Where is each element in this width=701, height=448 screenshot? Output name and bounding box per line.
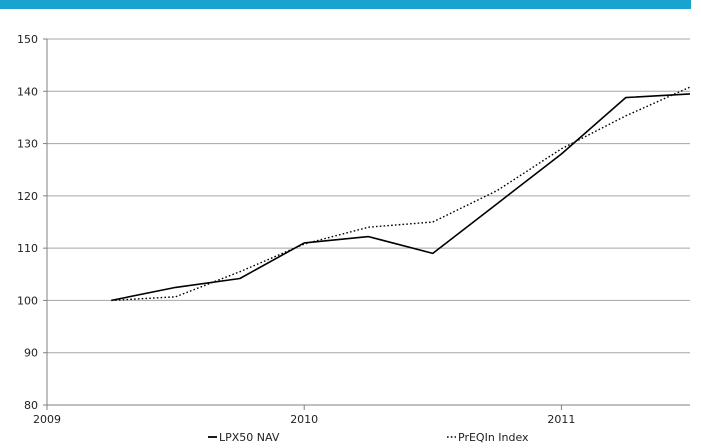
legend-label-1: PrEQIn Index: [458, 431, 529, 444]
y-tick-label-90: 90: [24, 347, 38, 360]
x-tick-label-2010: 2010: [290, 413, 318, 426]
y-axis-ticks: 80 90 100 110 120 130 140 150: [17, 33, 47, 412]
legend: LPX50 NAV PrEQIn Index: [208, 431, 529, 444]
series-line-0: [111, 93, 691, 302]
y-tick-label-110: 110: [17, 242, 38, 255]
x-axis: 2009 2010 2011: [33, 39, 690, 426]
x-tick-label-2009: 2009: [33, 413, 61, 426]
top-accent-bar: [0, 0, 691, 9]
gridlines: [47, 38, 690, 354]
series-lines: [111, 86, 691, 302]
y-tick-label-140: 140: [17, 85, 38, 98]
series-line-1: [111, 86, 691, 302]
legend-label-0: LPX50 NAV: [219, 431, 280, 444]
y-tick-label-100: 100: [17, 294, 38, 307]
x-tick-label-2011: 2011: [547, 413, 575, 426]
y-tick-label-130: 130: [17, 138, 38, 151]
y-tick-label-150: 150: [17, 33, 38, 46]
y-tick-label-80: 80: [24, 399, 38, 412]
y-tick-label-120: 120: [17, 190, 38, 203]
